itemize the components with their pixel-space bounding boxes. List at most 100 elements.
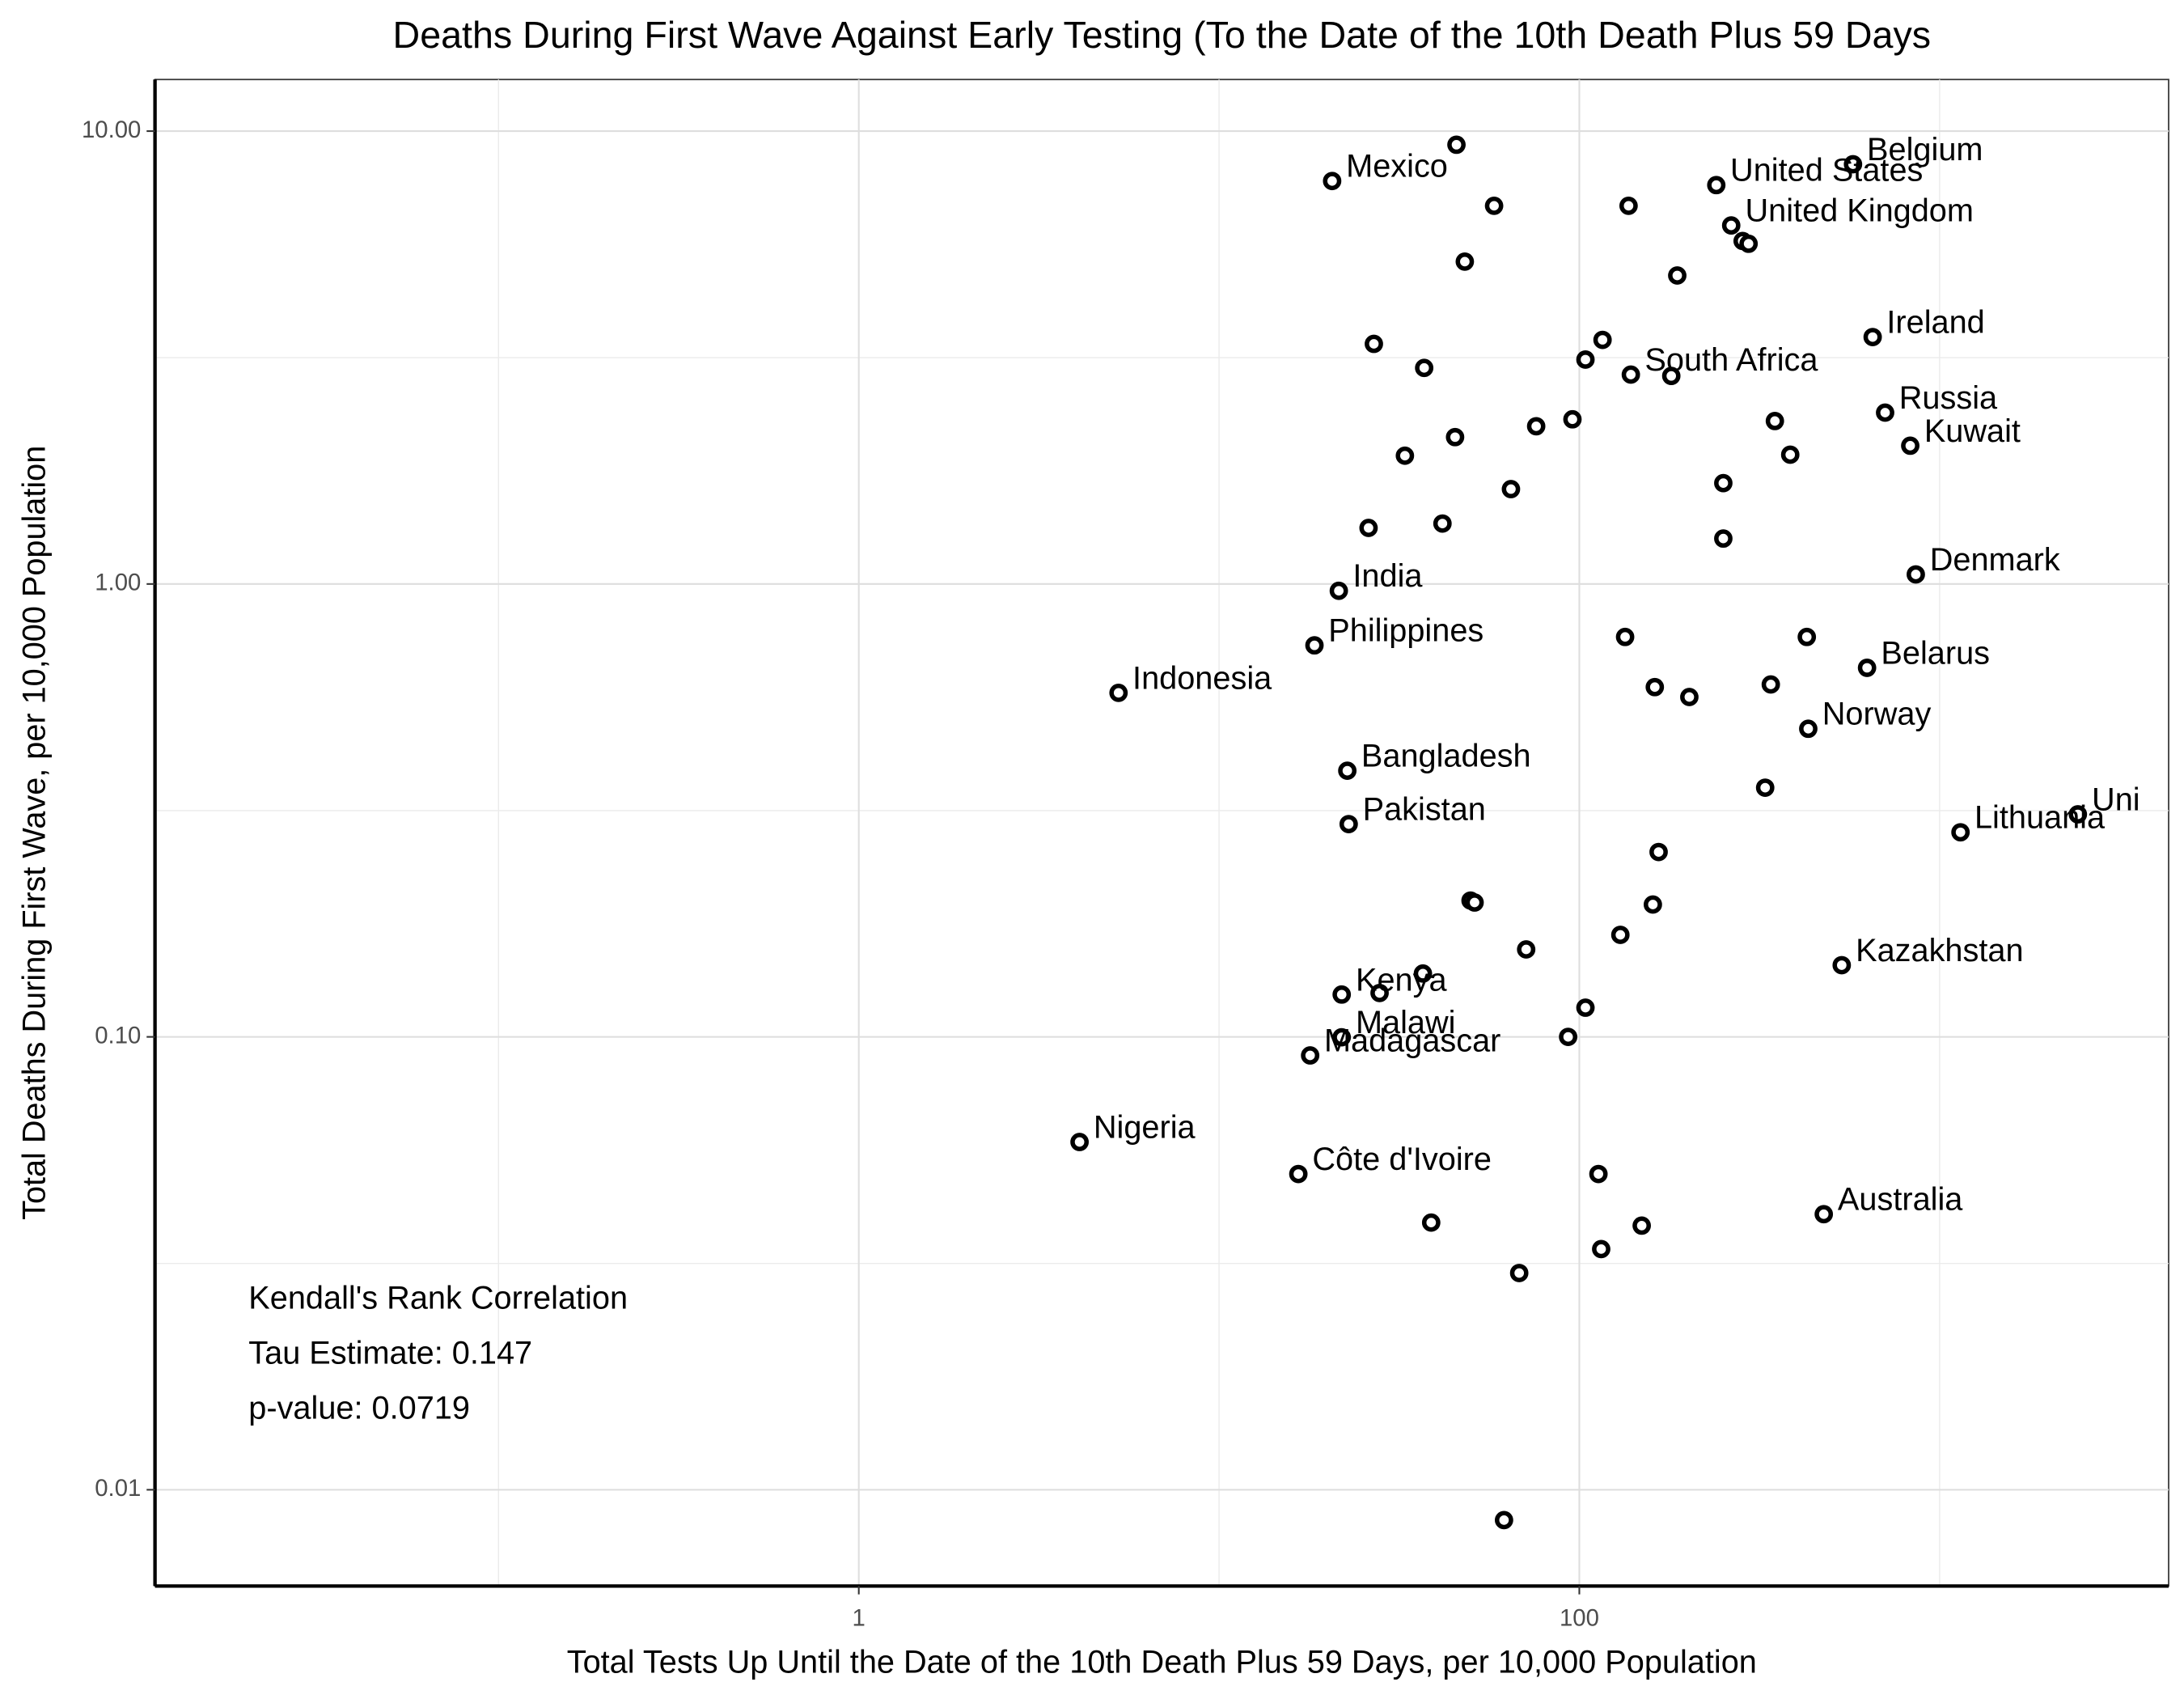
point [1323,172,1342,191]
point-label: Australia [1838,1182,1963,1218]
point-label: Côte d'Ivoire [1312,1142,1492,1177]
point [1332,1027,1352,1047]
point [1415,358,1434,378]
grid [154,79,2169,1587]
point [1289,1164,1308,1184]
point [1339,815,1358,833]
point [1484,197,1504,215]
point-label: Uni [2092,782,2140,818]
annotation: p-value: 0.0719 [248,1391,470,1426]
point [1621,365,1640,384]
y-tick-label: 0.10 [95,1022,141,1049]
point [1447,135,1466,155]
point [1714,529,1733,549]
annotation: Tau Estimate: 0.147 [248,1336,532,1371]
point [1610,926,1630,944]
point [1649,842,1668,862]
point [1563,409,1582,429]
point-label: Indonesia [1132,660,1272,696]
y-axis-title: Total Deaths During First Wave, per 10,0… [16,446,52,1220]
point [1301,1046,1320,1065]
panel [154,78,2169,1587]
point-label: Belgium [1867,132,1983,167]
point [1589,1164,1608,1184]
point [1668,266,1687,285]
point-label: Pakistan [1363,792,1486,828]
point-label: Denmark [1930,542,2060,578]
point [1338,761,1357,780]
point [1494,1510,1513,1530]
point [1070,1133,1090,1151]
point-label: Nigeria [1094,1110,1196,1146]
point-label: Belarus [1881,635,1990,671]
point [1359,519,1378,537]
point [1863,328,1882,346]
point [1680,688,1699,706]
point [1526,417,1546,436]
x-axis-title: Total Tests Up Until the Date of the 10t… [567,1644,1757,1680]
x-tick-label: 1 [853,1604,866,1631]
point [1721,216,1741,235]
points [1070,135,2088,1530]
point [1559,1027,1578,1046]
point [1413,964,1433,983]
point [1755,778,1775,797]
point [1797,627,1817,646]
point [1780,445,1800,464]
point [1707,176,1726,195]
point [1370,983,1389,1002]
point [1305,636,1324,655]
point [1951,823,1970,842]
point [2068,805,2088,824]
point [1501,480,1521,498]
point [1761,675,1780,694]
y-tick-label: 0.01 [95,1475,141,1502]
point-label: Ireland [1886,305,1984,341]
point-label: Russia [1899,380,1998,416]
point [1332,985,1352,1004]
point [1765,412,1784,430]
point [1832,955,1852,975]
point [1421,1213,1441,1232]
point [1592,1239,1610,1259]
point-label: United States [1730,153,1923,189]
point [1714,473,1733,493]
annotation: Kendall's Rank Correlation [248,1280,628,1316]
point [1739,234,1759,253]
point [1433,514,1452,533]
point-label: Norway [1822,697,1932,732]
point [1576,998,1595,1017]
point-label: India [1352,558,1423,594]
point [1661,366,1681,386]
point-label: United Kingdom [1745,193,1973,229]
y-tick-label: 10.00 [82,117,141,143]
point [1857,659,1877,677]
point [1455,252,1475,271]
y-tick-label: 1.00 [95,570,141,596]
point [1593,330,1612,350]
point-label: Kazakhstan [1856,933,2023,968]
point [1465,893,1484,912]
point [1615,627,1635,646]
point-label: Lithuania [1974,800,2106,836]
point-label: Mexico [1346,149,1448,184]
chart-title: Deaths During First Wave Against Early T… [393,14,1932,56]
point [1799,719,1818,739]
point [1876,403,1894,422]
point-label: Philippines [1328,613,1484,649]
point [1843,155,1863,174]
point [1509,1264,1529,1282]
point [1365,334,1383,354]
point-label: Malawi [1356,1005,1456,1040]
point [1445,427,1465,447]
point [1907,565,1925,584]
point [1576,350,1595,369]
point [1643,895,1662,914]
point [1517,940,1536,959]
x-tick-label: 100 [1560,1604,1599,1631]
point [1395,446,1415,465]
point [1645,677,1665,697]
